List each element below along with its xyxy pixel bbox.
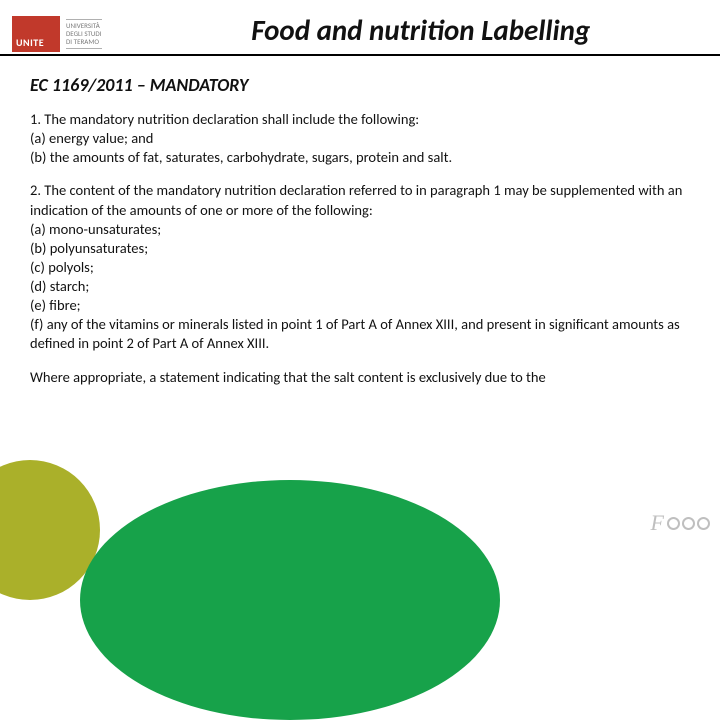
paragraph-3: Where appropriate, a statement indicatin… [30, 368, 690, 387]
regulation-subtitle: EC 1169/2011 – MANDATORY [30, 74, 690, 96]
ring-icon [682, 517, 695, 530]
logo-line3: DI TERAMO [66, 38, 102, 46]
slide-header: UNITE UNIVERSITÀ DEGLI STUDI DI TERAMO F… [0, 0, 720, 52]
paragraph-1: 1. The mandatory nutrition declaration s… [30, 110, 690, 167]
decoration-footer-mark: F [651, 510, 710, 536]
logo-red-box: UNITE [12, 16, 60, 52]
ring-icon [697, 517, 710, 530]
paragraph-2: 2. The content of the mandatory nutritio… [30, 181, 690, 353]
page-title: Food and nutrition Labelling [142, 12, 701, 52]
logo-red-label: UNITE [16, 36, 44, 49]
logo-university-text: UNIVERSITÀ DEGLI STUDI DI TERAMO [66, 19, 102, 48]
title-wrap: Food and nutrition Labelling [102, 12, 720, 52]
decoration-green-ellipse [80, 480, 500, 720]
slide-content: EC 1169/2011 – MANDATORY 1. The mandator… [0, 56, 720, 387]
university-logo: UNITE UNIVERSITÀ DEGLI STUDI DI TERAMO [12, 16, 102, 52]
footer-f-icon: F [651, 510, 665, 536]
ring-icon [667, 517, 680, 530]
